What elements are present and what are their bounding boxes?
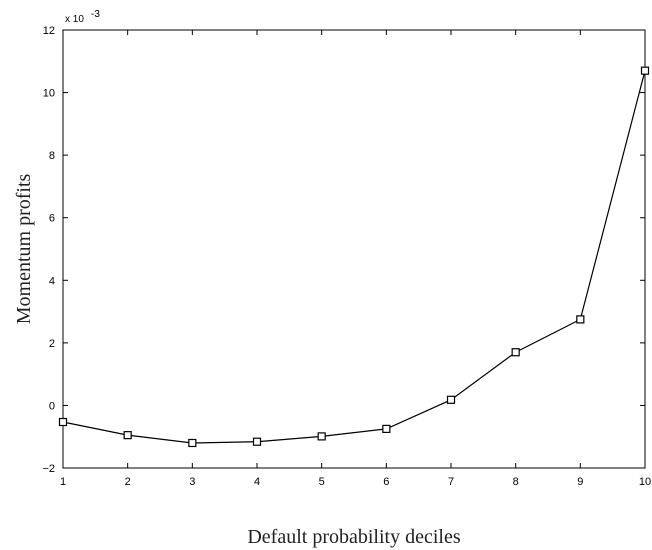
- y-tick-label: 6: [49, 213, 55, 225]
- x-axis-title: Default probability deciles: [247, 526, 460, 548]
- y-tick-label: 2: [49, 338, 55, 350]
- x-tick-label: 9: [577, 476, 583, 488]
- y-tick-label: 8: [49, 150, 55, 162]
- data-point-marker: [123, 431, 132, 440]
- x-tick-label: 6: [383, 476, 389, 488]
- data-point-marker: [252, 437, 262, 446]
- y-axis-title: Momentum profits: [13, 174, 35, 325]
- y-tick-label: 4: [49, 275, 55, 287]
- axis-ticks: [62, 29, 646, 469]
- y-tick-label: 12: [43, 25, 55, 37]
- x-tick-label: 2: [125, 476, 131, 488]
- data-point-marker: [382, 424, 391, 433]
- data-point-marker: [446, 395, 456, 404]
- x-tick-label: 3: [189, 476, 195, 488]
- x-tick-label: 5: [319, 476, 325, 488]
- x-tick-label: 1: [60, 476, 66, 488]
- x-tick-label: 10: [639, 476, 651, 488]
- series-line: [62, 70, 646, 444]
- data-point-marker: [58, 417, 68, 427]
- y-scale-multiplier: x 10: [65, 14, 84, 25]
- y-tick-label: 0: [49, 400, 55, 412]
- x-tick-label: 4: [254, 476, 260, 488]
- data-point-marker: [511, 348, 520, 357]
- x-tick-label: 7: [448, 476, 454, 488]
- y-scale-exponent: -3: [91, 9, 100, 20]
- data-point-marker: [188, 438, 197, 448]
- data-point-marker: [317, 432, 326, 441]
- series-layer: [58, 66, 650, 448]
- x-tick-label: 8: [513, 476, 519, 488]
- y-tick-label: −2: [42, 463, 55, 475]
- data-point-marker: [640, 66, 650, 75]
- plot-area-frame: [62, 29, 646, 469]
- data-point-marker: [576, 315, 585, 324]
- y-tick-label: 10: [43, 88, 55, 100]
